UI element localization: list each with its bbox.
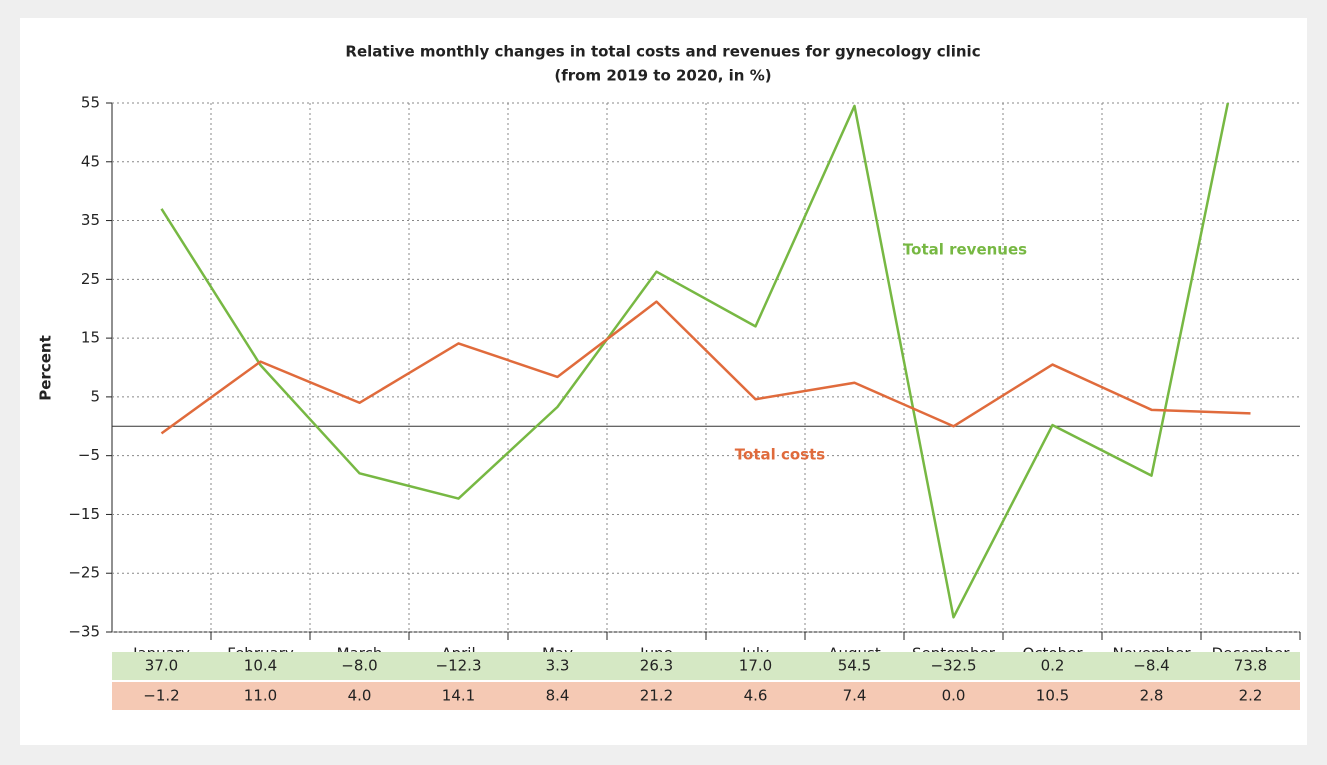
- series-line: [160, 300, 1251, 435]
- series-label: Total costs: [735, 446, 825, 464]
- table-cell: −8.0: [341, 657, 377, 675]
- y-tick-label: −35: [68, 623, 100, 641]
- table-cell: 3.3: [546, 657, 570, 675]
- y-tick-label: −5: [78, 446, 100, 464]
- table-cell: 11.0: [244, 687, 277, 705]
- table-cell: −12.3: [436, 657, 482, 675]
- table-cell: −1.2: [143, 687, 179, 705]
- table-cell: −32.5: [931, 657, 977, 675]
- y-tick-label: 35: [81, 211, 100, 229]
- y-tick-label: 45: [81, 152, 100, 170]
- table-cell: 7.4: [843, 687, 867, 705]
- y-tick-label: 5: [90, 387, 100, 405]
- table-cell: 73.8: [1234, 657, 1267, 675]
- table-row: [112, 682, 1300, 710]
- series-line: [160, 103, 1230, 619]
- y-tick-label: 15: [81, 329, 100, 347]
- table-cell: 26.3: [640, 657, 673, 675]
- table-cell: 4.0: [348, 687, 372, 705]
- table-row: [112, 652, 1300, 680]
- y-tick-label: −25: [68, 564, 100, 582]
- y-tick-label: −15: [68, 505, 100, 523]
- panel: [20, 18, 1307, 745]
- y-axis-label: Percent: [37, 335, 55, 400]
- table-cell: 10.4: [244, 657, 277, 675]
- table-cell: 14.1: [442, 687, 475, 705]
- chart-subtitle: (from 2019 to 2020, in %): [554, 67, 771, 85]
- table-cell: 37.0: [145, 657, 178, 675]
- chart-title: Relative monthly changes in total costs …: [345, 43, 980, 61]
- table-cell: 17.0: [739, 657, 772, 675]
- table-cell: 2.2: [1239, 687, 1263, 705]
- y-tick-label: 55: [81, 94, 100, 112]
- series-label: Total revenues: [903, 241, 1027, 259]
- table-cell: 21.2: [640, 687, 673, 705]
- table-cell: 0.0: [942, 687, 966, 705]
- table-cell: 54.5: [838, 657, 871, 675]
- table-cell: 0.2: [1041, 657, 1065, 675]
- y-tick-label: 25: [81, 270, 100, 288]
- table-cell: 2.8: [1140, 687, 1164, 705]
- table-cell: 8.4: [546, 687, 570, 705]
- table-cell: 4.6: [744, 687, 768, 705]
- plot: [160, 103, 1251, 619]
- table-cell: 10.5: [1036, 687, 1069, 705]
- table-cell: −8.4: [1133, 657, 1169, 675]
